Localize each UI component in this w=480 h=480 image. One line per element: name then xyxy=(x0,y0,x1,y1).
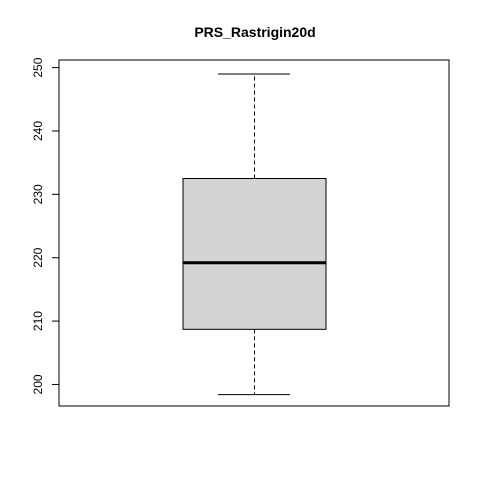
y-axis: 200 210 220 230 240 250 xyxy=(31,57,60,394)
y-tick-label: 250 xyxy=(31,57,45,77)
chart-title: PRS_Rastrigin20d xyxy=(194,24,315,40)
y-tick-label: 200 xyxy=(31,374,45,394)
interquartile-box xyxy=(182,178,327,330)
y-tick-label: 240 xyxy=(31,121,45,141)
y-tick-label: 230 xyxy=(31,184,45,204)
y-tick-label: 220 xyxy=(31,247,45,267)
boxplot xyxy=(182,73,327,396)
y-tick-label: 210 xyxy=(31,311,45,331)
